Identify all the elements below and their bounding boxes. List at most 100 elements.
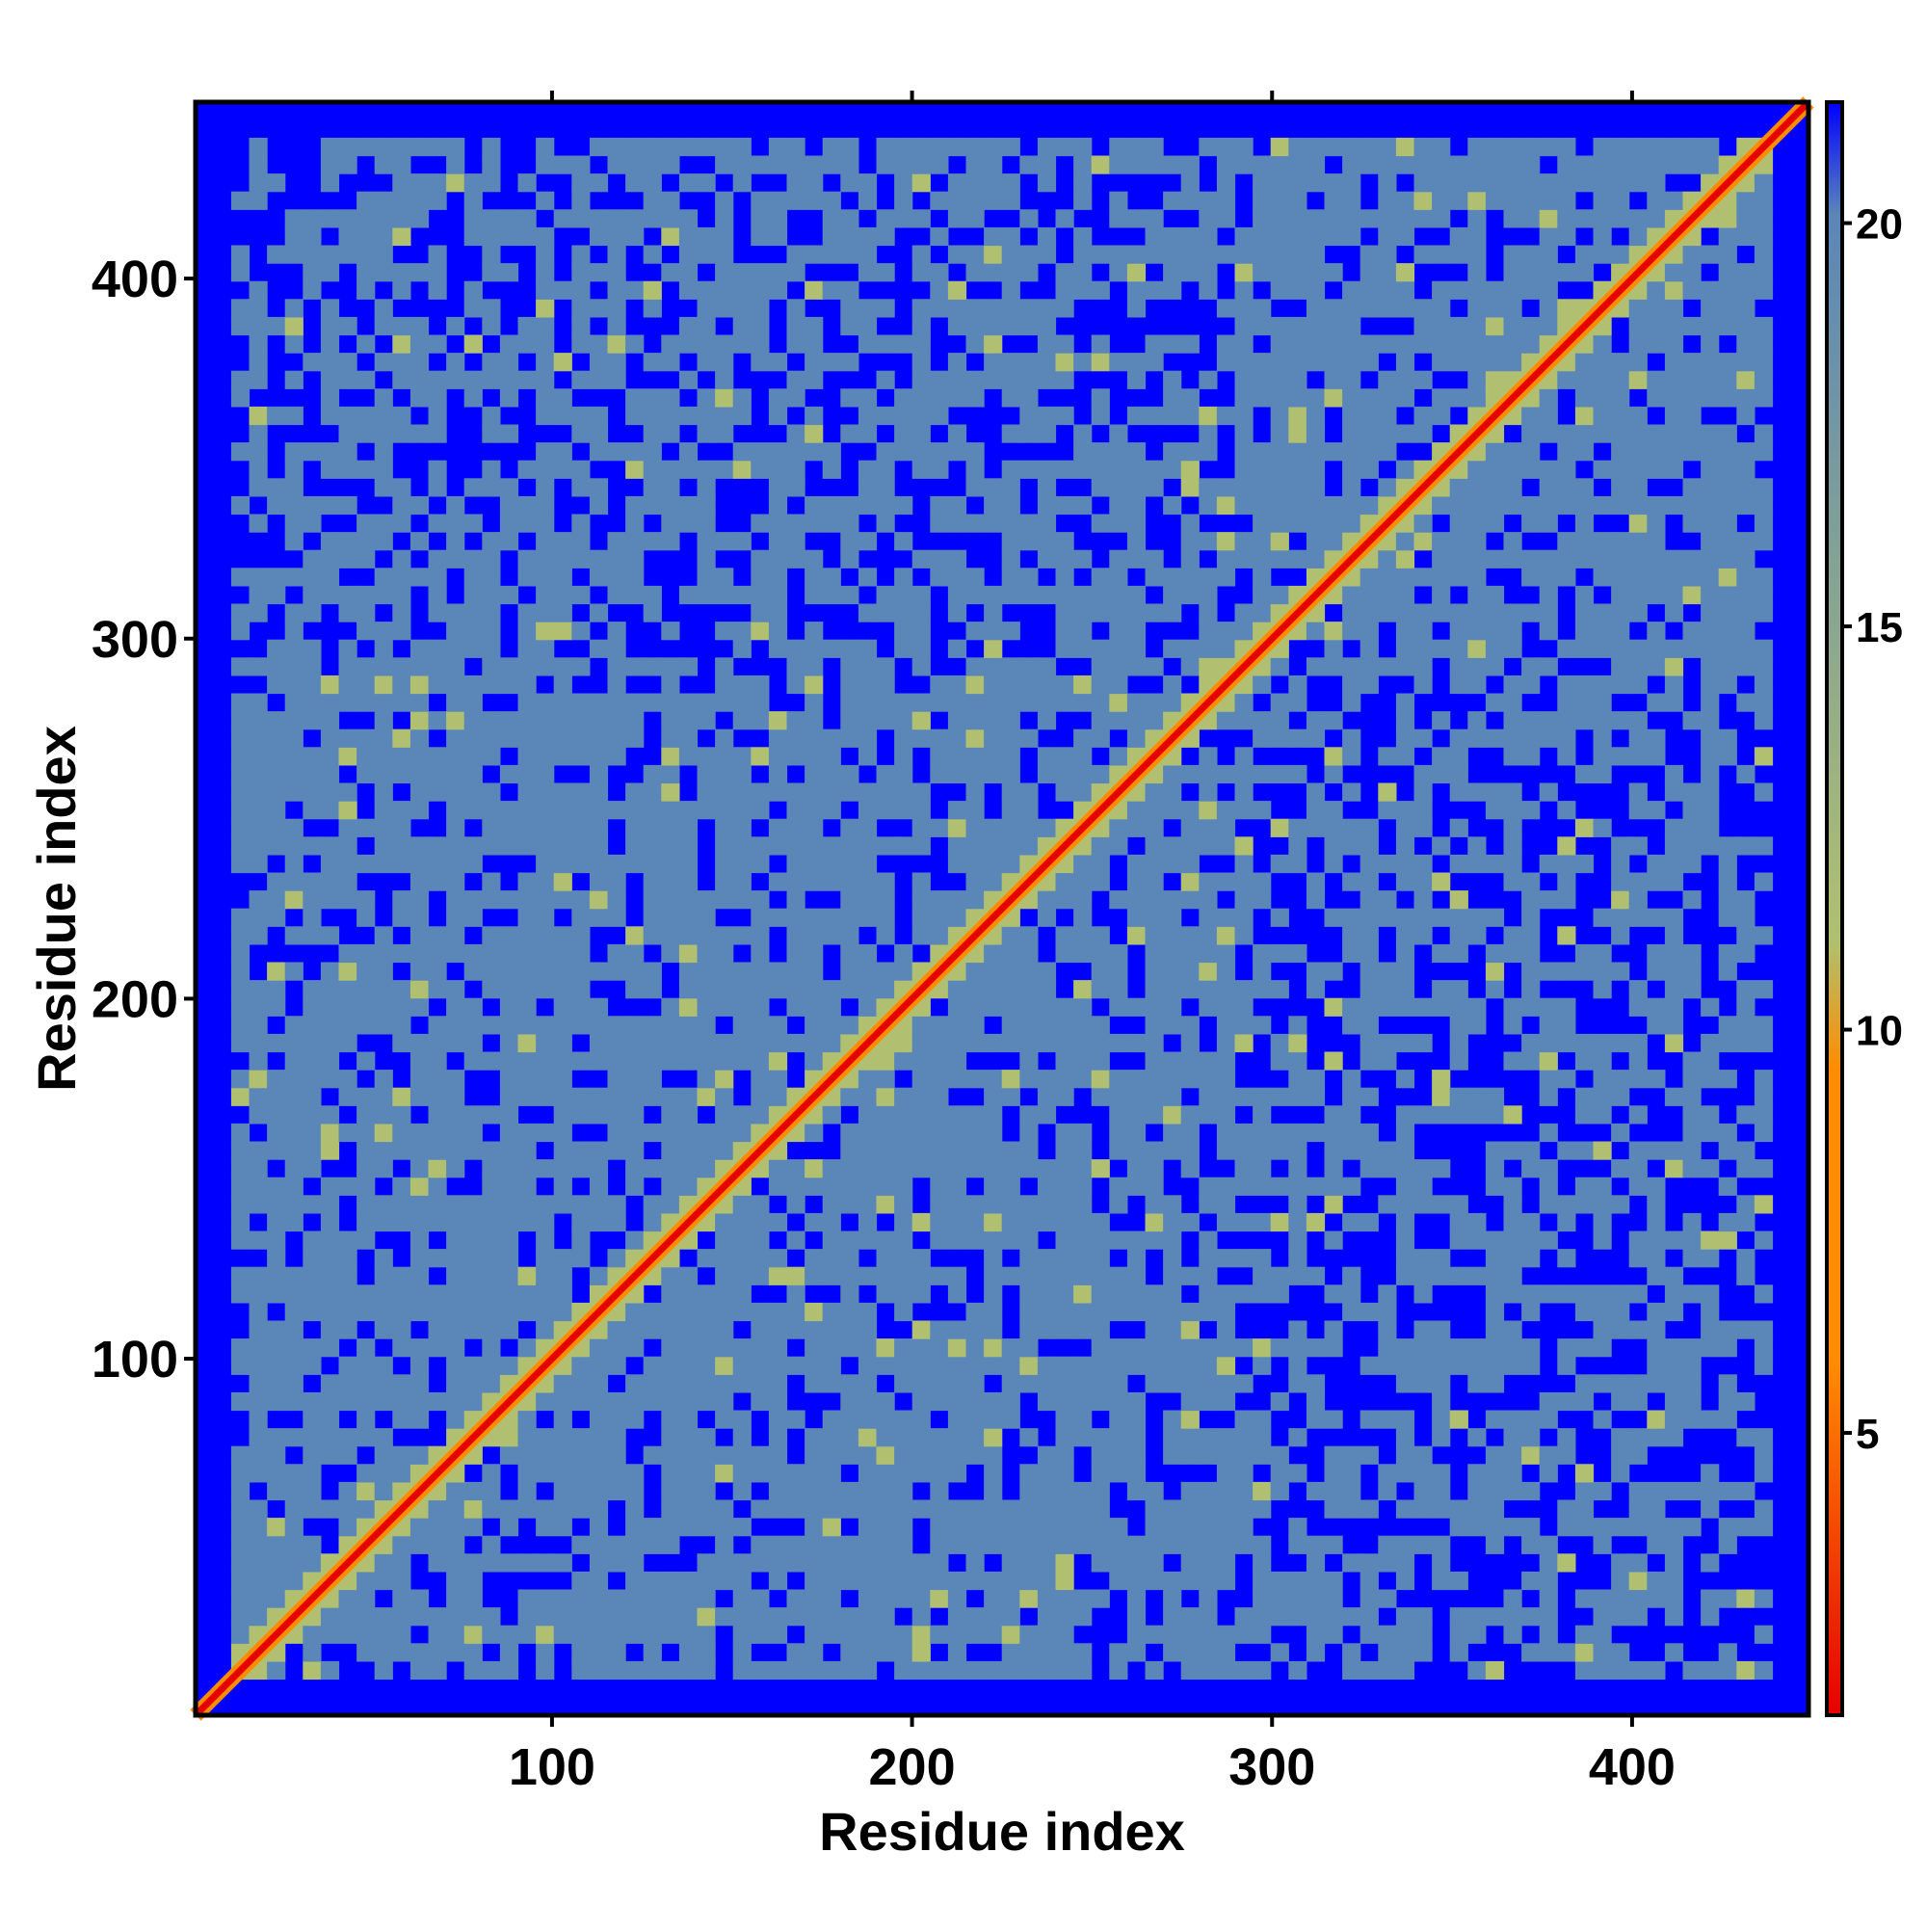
heatmap-cell [1126, 495, 1147, 516]
heatmap-cell [553, 1410, 572, 1429]
heatmap-cell [446, 997, 465, 1017]
heatmap-cell [1019, 836, 1039, 856]
heatmap-cell [1163, 764, 1182, 784]
heatmap-cell [1539, 316, 1558, 336]
heatmap-cell [284, 1481, 304, 1501]
heatmap-cell [768, 1499, 788, 1519]
heatmap-cell [1664, 639, 1684, 658]
heatmap-cell [446, 532, 465, 551]
heatmap-cell [589, 801, 609, 820]
heatmap-cell [1091, 353, 1110, 372]
heatmap-cell [1001, 495, 1020, 516]
heatmap-cell [303, 1195, 322, 1214]
heatmap-cell [1467, 1266, 1487, 1285]
heatmap-cell [499, 728, 519, 748]
heatmap-cell [392, 263, 411, 282]
heatmap-cell [911, 801, 931, 820]
heatmap-cell [1109, 1087, 1128, 1106]
heatmap-cell [1682, 1518, 1702, 1537]
heatmap-cell [1432, 1374, 1451, 1393]
heatmap-cell [625, 495, 645, 516]
heatmap-cell [822, 1320, 841, 1339]
heatmap-cell [356, 890, 376, 910]
heatmap-cell [249, 818, 268, 837]
heatmap-cell [1091, 836, 1110, 856]
heatmap-cell [1395, 818, 1415, 837]
heatmap-cell [911, 1643, 931, 1662]
heatmap-cell [661, 1177, 680, 1196]
heatmap-cell [661, 478, 680, 497]
heatmap-cell [947, 1518, 967, 1537]
heatmap-cell [320, 299, 340, 318]
heatmap-cell [1109, 1141, 1128, 1160]
heatmap-cell [625, 943, 645, 964]
heatmap-cell [1055, 1607, 1074, 1627]
heatmap-cell [1216, 1338, 1236, 1358]
heatmap-cell [517, 226, 537, 247]
heatmap-cell [1055, 263, 1074, 282]
heatmap-cell [499, 1445, 519, 1465]
heatmap-cell [446, 1410, 465, 1429]
heatmap-cell [947, 997, 967, 1017]
heatmap-cell [732, 532, 752, 551]
heatmap-cell [536, 908, 555, 927]
heatmap-cell [338, 639, 357, 658]
heatmap-cell [1557, 209, 1576, 228]
heatmap-cell [392, 1391, 411, 1412]
heatmap-cell [751, 836, 770, 856]
heatmap-cell [284, 1070, 304, 1089]
heatmap-cell [267, 728, 286, 748]
heatmap-cell [1539, 406, 1558, 426]
heatmap-cell [1163, 943, 1182, 964]
heatmap-cell [1378, 1051, 1397, 1071]
heatmap-cell [1288, 1195, 1307, 1214]
heatmap-cell [1593, 1374, 1612, 1393]
heatmap-cell [392, 728, 411, 748]
heatmap-cell [463, 226, 483, 247]
heatmap-cell [1253, 388, 1272, 408]
heatmap-cell [805, 514, 824, 533]
heatmap-cell [840, 1087, 859, 1106]
heatmap-cell [1378, 334, 1397, 354]
heatmap-cell [1288, 495, 1307, 516]
heatmap-cell [1019, 424, 1039, 443]
heatmap-cell [947, 1535, 967, 1554]
heatmap-cell [1521, 209, 1541, 228]
heatmap-cell [1664, 316, 1684, 336]
heatmap-cell [1163, 1571, 1182, 1591]
heatmap-cell [965, 1410, 985, 1429]
heatmap-cell [678, 908, 699, 927]
heatmap-cell [930, 263, 949, 282]
heatmap-cell [392, 1302, 411, 1322]
heatmap-cell [1037, 173, 1057, 193]
heatmap-cell [1342, 370, 1361, 389]
heatmap-cell [751, 622, 770, 641]
heatmap-cell [1378, 1159, 1397, 1178]
heatmap-cell [1199, 1481, 1218, 1501]
heatmap-cell [1647, 1535, 1666, 1554]
heatmap-cell [409, 1284, 430, 1304]
heatmap-cell [1001, 1535, 1020, 1554]
heatmap-cell [553, 1051, 572, 1071]
heatmap-cell [1073, 872, 1093, 891]
heatmap-cell [930, 1535, 949, 1554]
heatmap-cell [499, 818, 519, 837]
heatmap-cell [1163, 1428, 1182, 1447]
heatmap-cell [805, 764, 824, 784]
heatmap-cell [625, 1016, 645, 1035]
heatmap-cell [553, 1123, 572, 1143]
heatmap-cell [553, 1070, 572, 1089]
heatmap-cell [1091, 1356, 1110, 1375]
heatmap-cell [715, 1033, 734, 1053]
heatmap-cell [715, 801, 734, 820]
heatmap-cell [249, 478, 268, 497]
heatmap-cell [1557, 1249, 1576, 1268]
heatmap-cell [876, 908, 895, 927]
heatmap-cell [1324, 334, 1343, 354]
heatmap-cell [1359, 209, 1379, 228]
heatmap-cell [1342, 1445, 1361, 1465]
heatmap-cell [1574, 854, 1595, 874]
heatmap-cell [697, 926, 716, 945]
heatmap-cell [267, 962, 286, 981]
heatmap-cell [1467, 711, 1487, 730]
